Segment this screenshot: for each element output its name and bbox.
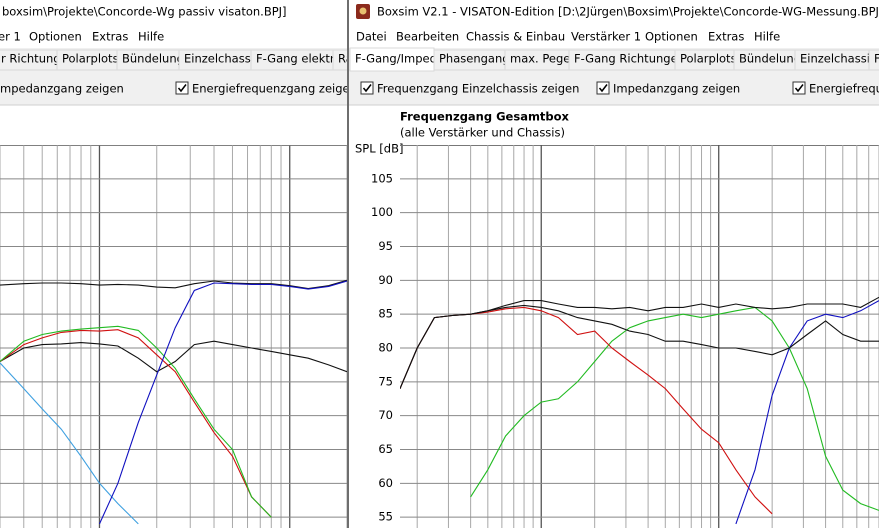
response-curve — [0, 362, 139, 525]
window-title: boxsim\Projekte\Concorde-Wg passiv visat… — [2, 5, 287, 19]
menu-item[interactable]: er 1 — [0, 30, 21, 44]
menu-item[interactable]: Verstärker 1 — [571, 30, 641, 44]
y-tick-label: 105 — [371, 171, 393, 185]
plot — [400, 145, 879, 528]
checkmark — [362, 84, 372, 93]
menu-bar — [349, 24, 879, 48]
y-axis-label: SPL [dB] — [355, 142, 403, 156]
tab-label[interactable]: Bündelung — [739, 52, 801, 66]
menu-item[interactable]: Hilfe — [138, 30, 164, 44]
app-icon-dot — [359, 7, 367, 15]
checkbox[interactable] — [596, 81, 610, 95]
tab-label[interactable]: max. Pegel — [510, 52, 574, 66]
tab-label[interactable]: F-Gang Richtungen — [574, 52, 685, 66]
y-tick-label: 85 — [378, 307, 393, 321]
tab-label[interactable]: F-Gang elektr. — [256, 52, 337, 66]
tab-label[interactable]: Phasengang — [439, 52, 510, 66]
left-window: boxsim\Projekte\Concorde-Wg passiv visat… — [0, 0, 360, 528]
menu-bar — [0, 24, 347, 48]
tab-label[interactable]: Einzelchassis — [800, 52, 876, 66]
response-curve — [470, 306, 879, 511]
window-title: Boxsim V2.1 - VISATON-Edition [D:\2Jürge… — [377, 5, 879, 19]
plot — [0, 145, 347, 528]
response-curve — [0, 329, 272, 518]
response-curve — [0, 325, 272, 518]
menu-item[interactable]: Chassis & Einbau — [466, 30, 565, 44]
checkmark — [177, 84, 187, 93]
y-tick-label: 65 — [378, 442, 393, 456]
tab-label[interactable]: Polarplots — [62, 52, 119, 66]
response-curve — [0, 279, 347, 290]
y-tick-label: 70 — [378, 408, 393, 422]
y-tick-label: 75 — [378, 374, 393, 388]
response-curve — [400, 296, 879, 389]
tab-label[interactable]: r Richtungen — [1, 52, 75, 66]
tab-label[interactable]: Einzelchassis — [184, 52, 260, 66]
checkbox-label[interactable]: mpedanzgang zeigen — [0, 82, 124, 96]
checkbox-label[interactable]: Energiefrequen — [809, 82, 879, 96]
tab-label[interactable]: F-Gang/Imped. — [355, 52, 441, 66]
menu-item[interactable]: Extras — [92, 30, 128, 44]
tab-label[interactable]: Ra — [338, 52, 353, 66]
checkbox[interactable] — [792, 81, 806, 95]
response-curve — [98, 280, 347, 525]
menu-item[interactable]: Bearbeiten — [396, 30, 459, 44]
y-tick-label: 60 — [378, 476, 393, 490]
menu-item[interactable]: Extras — [708, 30, 744, 44]
checkbox-label[interactable]: Impedanzgang zeigen — [613, 82, 740, 96]
tab-label[interactable]: Polarplots — [680, 52, 737, 66]
chart-area — [349, 106, 879, 528]
menu-item[interactable]: Optionen — [29, 30, 82, 44]
y-tick-label: 55 — [378, 510, 393, 524]
tab-label[interactable]: Bündelung — [122, 52, 184, 66]
title-bar — [0, 0, 347, 24]
chart-title: Frequenzgang Gesamtbox — [400, 110, 570, 124]
tab-label[interactable]: F — [874, 52, 879, 66]
menu-item[interactable]: Optionen — [645, 30, 698, 44]
window-border — [347, 0, 349, 528]
title-bar — [349, 0, 879, 24]
y-tick-label: 100 — [371, 205, 393, 219]
checkmark — [794, 84, 804, 93]
menu-item[interactable]: Datei — [356, 30, 387, 44]
right-window: Boxsim V2.1 - VISATON-Edition [D:\2Jürge… — [349, 0, 879, 528]
response-curve — [735, 300, 879, 525]
checkbox-label[interactable]: Frequenzgang Einzelchassis zeigen — [377, 82, 579, 96]
chart-subtitle: (alle Verstärker und Chassis) — [400, 126, 565, 140]
checkbox[interactable] — [360, 81, 374, 95]
checkmark — [598, 84, 608, 93]
y-tick-label: 80 — [378, 341, 393, 355]
checkbox-label[interactable]: Energiefrequenzgang zeigen — [192, 82, 357, 96]
checkbox[interactable] — [175, 81, 189, 95]
tab[interactable] — [332, 49, 360, 71]
y-tick-label: 95 — [378, 239, 393, 253]
chart-area — [0, 106, 347, 528]
y-tick-label: 90 — [378, 273, 393, 287]
tab[interactable] — [868, 49, 879, 71]
menu-item[interactable]: Hilfe — [754, 30, 780, 44]
response-curve — [0, 340, 347, 373]
